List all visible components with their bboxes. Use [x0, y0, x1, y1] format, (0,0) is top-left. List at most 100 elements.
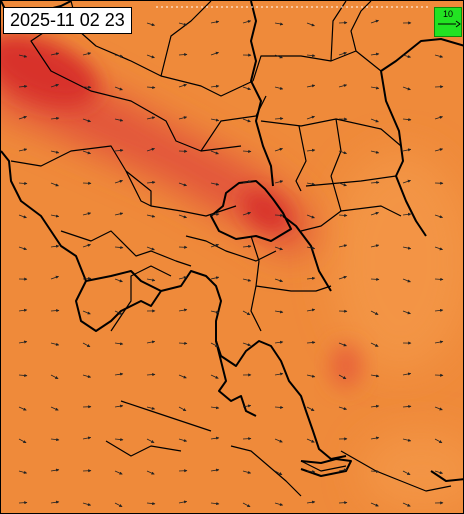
- wind-vector-field: [18, 19, 444, 508]
- boundary-center-3: [255, 285, 332, 292]
- wind-arrow-icon: [18, 115, 27, 120]
- wind-arrow-icon: [402, 310, 411, 315]
- wind-arrow-icon: [402, 212, 412, 216]
- boundary-east-3: [340, 205, 402, 217]
- wind-arrow-icon: [210, 212, 220, 217]
- wind-arrow-icon: [306, 308, 316, 312]
- wind-arrow-icon: [18, 340, 28, 344]
- wind-arrow-icon: [82, 436, 92, 440]
- wind-arrow-icon: [18, 406, 27, 411]
- boundary-south-1: [110, 265, 172, 332]
- wind-arrow-icon: [242, 502, 251, 508]
- boundary-west-2: [125, 170, 237, 217]
- boundary-center-1: [185, 235, 277, 262]
- wind-arrow-icon: [370, 52, 380, 56]
- wind-arrow-icon: [178, 276, 188, 280]
- wind-arrow-icon: [274, 86, 284, 90]
- wind-arrow-icon: [370, 244, 380, 248]
- wind-arrow-icon: [274, 147, 283, 152]
- wind-arrow-icon: [178, 438, 188, 443]
- wind-arrow-icon: [146, 85, 156, 90]
- wind-arrow-icon: [434, 470, 443, 475]
- wind-arrow-icon: [82, 52, 92, 56]
- wind-scale-value: 10: [442, 9, 453, 19]
- wind-arrow-icon: [210, 118, 220, 122]
- wind-arrow-icon: [402, 86, 411, 91]
- wind-arrow-icon: [210, 51, 219, 56]
- wind-arrow-icon: [82, 118, 91, 123]
- wind-arrow-icon: [18, 373, 28, 378]
- wind-arrow-icon: [338, 275, 347, 280]
- wind-arrow-icon: [242, 211, 251, 216]
- wind-arrow-icon: [178, 341, 188, 345]
- field-plume-core-center: [242, 191, 290, 231]
- wind-arrow-icon: [178, 406, 187, 412]
- wind-arrow-icon: [210, 436, 220, 440]
- wind-arrow-icon: [370, 436, 380, 440]
- wind-arrow-icon: [146, 147, 155, 152]
- wind-arrow-icon: [338, 182, 347, 187]
- boundary-southeast-2: [300, 460, 347, 472]
- wind-arrow-icon: [306, 276, 316, 281]
- timestamp-label: 2025-11 02 23: [3, 7, 132, 34]
- wind-arrow-icon: [274, 340, 284, 344]
- wind-arrow-icon: [338, 406, 347, 411]
- wind-arrow-icon: [370, 469, 380, 474]
- wind-arrow-icon: [306, 148, 316, 152]
- wind-arrow-icon: [274, 213, 284, 217]
- wind-arrow-icon: [82, 342, 91, 348]
- wind-arrow-icon: [274, 22, 284, 26]
- boundary-west-block: [30, 20, 242, 152]
- wind-arrow-icon: [50, 500, 60, 504]
- wind-arrow-icon: [18, 470, 28, 474]
- wind-arrow-icon: [114, 86, 123, 91]
- wind-arrow-icon: [146, 22, 155, 27]
- wind-arrow-icon: [50, 275, 59, 280]
- wind-arrow-icon: [114, 54, 124, 58]
- wind-arrow-icon: [114, 118, 124, 122]
- wind-arrow-icon: [306, 500, 316, 504]
- wind-arrow-icon: [178, 22, 188, 26]
- border-east-edge: [380, 70, 427, 237]
- wind-arrow-icon: [370, 19, 379, 24]
- wind-arrow-icon: [114, 148, 124, 153]
- wind-arrow-icon: [306, 182, 316, 186]
- wind-arrow-icon: [306, 115, 315, 120]
- wind-arrow-icon: [114, 404, 124, 408]
- wind-arrow-icon: [146, 373, 156, 377]
- wind-arrow-icon: [114, 342, 124, 346]
- wind-arrow-icon: [370, 310, 379, 315]
- wind-arrow-icon: [146, 406, 156, 410]
- wind-arrow-icon: [178, 53, 188, 57]
- wind-arrow-icon: [306, 246, 316, 250]
- wind-arrow-icon: [82, 243, 91, 248]
- wind-arrow-icon: [210, 150, 219, 155]
- wind-arrow-icon: [434, 308, 444, 313]
- wind-arrow-icon: [146, 246, 155, 251]
- wind-arrow-icon: [434, 277, 444, 281]
- wind-arrow-icon: [402, 470, 411, 476]
- wind-arrow-icon: [50, 83, 59, 88]
- wind-arrow-icon: [18, 84, 28, 89]
- wind-arrow-icon: [178, 83, 187, 88]
- wind-arrow-icon: [210, 468, 220, 472]
- wind-arrow-icon: [18, 438, 27, 444]
- border-southeast: [430, 470, 463, 482]
- wind-arrow-icon: [402, 179, 411, 184]
- border-central-ring: [210, 180, 292, 242]
- wind-arrow-icon: [338, 84, 348, 88]
- wind-arrow-icon: [210, 182, 220, 186]
- wind-arrow-icon: [370, 404, 380, 408]
- wind-arrow-icon: [274, 278, 283, 283]
- wind-arrow-icon: [114, 179, 123, 184]
- wind-arrow-icon: [18, 214, 27, 219]
- wind-arrow-icon: [114, 372, 124, 376]
- wind-arrow-icon: [210, 84, 220, 88]
- wind-arrow-icon: [306, 470, 316, 474]
- wind-arrow-icon: [274, 470, 283, 476]
- boundary-mid-4: [330, 118, 342, 177]
- boundary-northeast: [330, 1, 372, 62]
- wind-arrow-icon: [370, 502, 379, 507]
- wind-arrow-icon: [146, 54, 155, 59]
